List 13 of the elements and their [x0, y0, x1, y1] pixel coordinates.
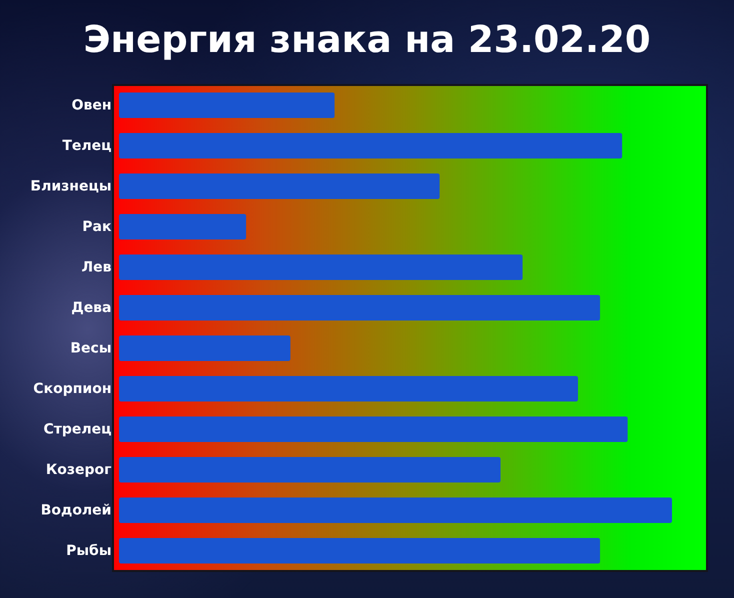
- y-tick-label: Дева: [71, 300, 112, 316]
- y-tick-label: Весы: [70, 340, 112, 356]
- y-tick-label: Скорпион: [33, 380, 112, 397]
- chart-title: Энергия знака на 23.02.20: [83, 18, 651, 61]
- y-tick-label: Близнецы: [30, 178, 112, 194]
- y-tick-label: Водолей: [40, 502, 112, 518]
- y-tick-label: Рыбы: [66, 542, 112, 559]
- y-tick-label: Рак: [82, 218, 112, 235]
- y-tick-label: Овен: [72, 97, 112, 114]
- y-tick-label: Стрелец: [43, 421, 112, 438]
- y-tick-label: Телец: [62, 138, 112, 154]
- y-tick-label: Козерог: [46, 462, 112, 478]
- y-tick-label: Лев: [82, 259, 112, 276]
